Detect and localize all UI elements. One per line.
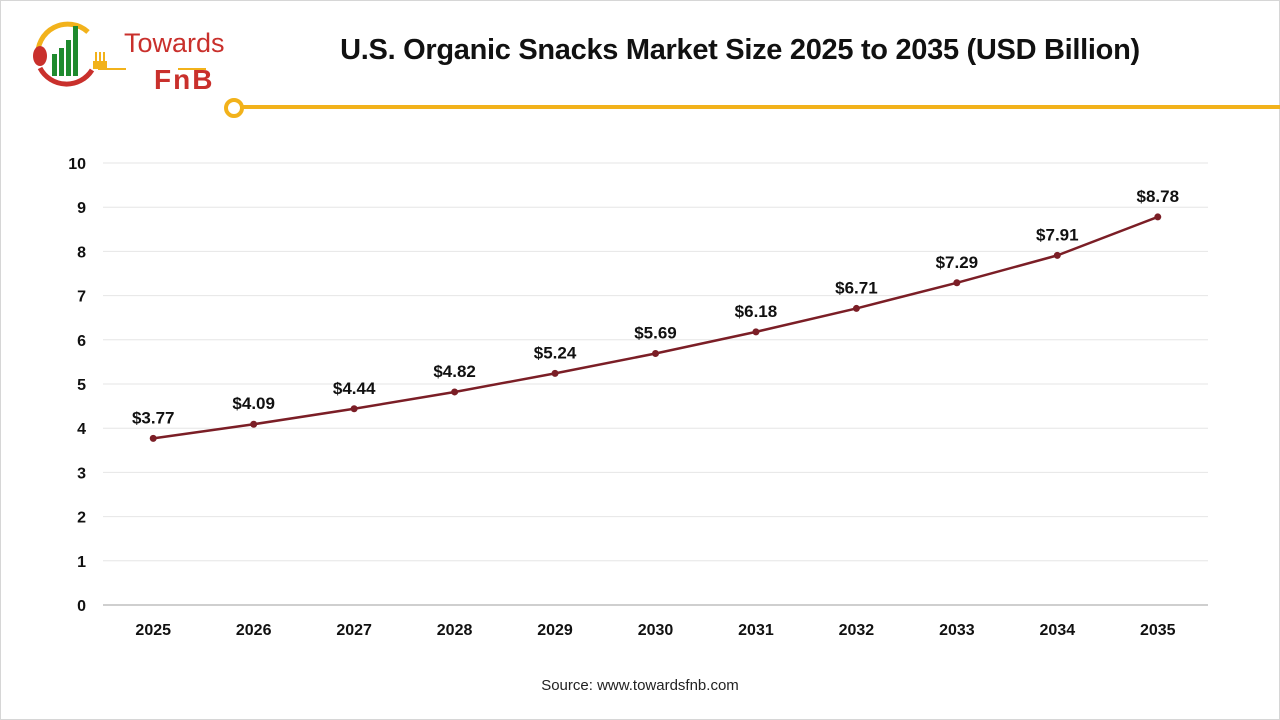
logo-icon — [33, 21, 107, 87]
chart-title: U.S. Organic Snacks Market Size 2025 to … — [340, 34, 1140, 66]
y-tick-label: 5 — [77, 377, 86, 394]
x-tick-label: 2035 — [1140, 622, 1176, 639]
y-tick-label: 2 — [77, 510, 86, 527]
source-text: Source: www.towardsfnb.com — [541, 677, 739, 694]
y-tick-label: 3 — [77, 465, 86, 482]
y-tick-label: 8 — [77, 244, 86, 261]
x-tick-label: 2033 — [939, 622, 975, 639]
data-label: $5.69 — [634, 324, 677, 343]
data-point — [350, 405, 358, 413]
data-label: $4.44 — [333, 379, 376, 398]
y-tick-label: 9 — [77, 200, 86, 217]
data-label: $5.24 — [534, 343, 577, 362]
data-point — [652, 350, 659, 358]
data-label: $6.71 — [835, 278, 878, 297]
y-tick-label: 4 — [77, 421, 86, 438]
data-label: $4.82 — [433, 362, 476, 381]
data-label: $3.77 — [132, 408, 175, 427]
x-tick-label: 2026 — [236, 622, 272, 639]
data-label: $7.91 — [1036, 225, 1079, 244]
logo-text-towards: Towards — [124, 28, 225, 58]
x-tick-label: 2028 — [437, 622, 473, 639]
x-tick-label: 2031 — [738, 622, 774, 639]
data-point — [551, 369, 559, 377]
data-label: $4.09 — [232, 394, 275, 413]
data-point — [149, 434, 157, 442]
data-label: $8.78 — [1136, 187, 1179, 206]
y-tick-label: 0 — [77, 598, 86, 615]
data-point — [451, 388, 459, 396]
x-tick-label: 2029 — [537, 622, 573, 639]
data-label: $6.18 — [735, 302, 778, 321]
y-tick-label: 1 — [77, 554, 86, 571]
data-point — [1053, 251, 1061, 259]
x-tick-label: 2032 — [839, 622, 875, 639]
data-label: $7.29 — [936, 253, 979, 272]
x-tick-label: 2030 — [638, 622, 674, 639]
data-point — [1154, 213, 1162, 221]
data-point — [852, 304, 860, 312]
x-tick-label: 2025 — [135, 622, 171, 639]
y-tick-label: 6 — [77, 333, 86, 350]
y-tick-label: 7 — [77, 289, 86, 306]
accent-circle — [224, 98, 244, 118]
data-point — [752, 328, 760, 336]
x-tick-label: 2034 — [1040, 622, 1076, 639]
x-tick-label: 2027 — [336, 622, 372, 639]
y-tick-label: 10 — [68, 156, 86, 173]
data-point — [250, 420, 258, 428]
data-point — [953, 279, 961, 287]
